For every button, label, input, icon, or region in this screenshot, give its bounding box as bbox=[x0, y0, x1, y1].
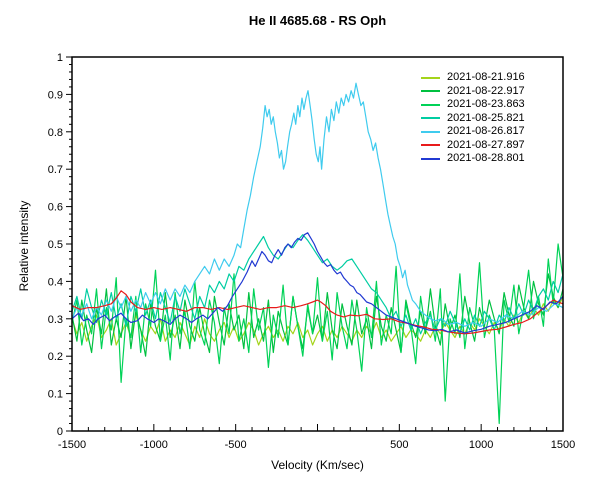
svg-text:-1000: -1000 bbox=[140, 439, 168, 451]
chart-title: He II 4685.68 - RS Oph bbox=[248, 13, 387, 28]
legend-label: 2021-08-26.817 bbox=[447, 125, 525, 138]
svg-text:-500: -500 bbox=[225, 439, 247, 451]
legend-line-swatch bbox=[421, 103, 440, 106]
legend-label: 2021-08-21.916 bbox=[447, 71, 525, 84]
svg-text:0.5: 0.5 bbox=[48, 239, 63, 251]
svg-text:1: 1 bbox=[57, 52, 63, 64]
svg-text:0.3: 0.3 bbox=[48, 314, 63, 326]
legend-line-swatch bbox=[421, 76, 440, 79]
svg-text:0.9: 0.9 bbox=[48, 89, 63, 101]
legend-row: 2021-08-22.917 bbox=[421, 85, 525, 99]
svg-text:0.7: 0.7 bbox=[48, 164, 63, 176]
legend-row: 2021-08-28.801 bbox=[421, 152, 525, 166]
svg-text:1000: 1000 bbox=[469, 439, 493, 451]
svg-text:0.8: 0.8 bbox=[48, 127, 63, 139]
legend-row: 2021-08-27.897 bbox=[421, 139, 525, 153]
svg-text:500: 500 bbox=[390, 439, 408, 451]
legend-row: 2021-08-26.817 bbox=[421, 125, 525, 139]
legend-row: 2021-08-21.916 bbox=[421, 71, 525, 85]
legend-label: 2021-08-23.863 bbox=[447, 98, 525, 111]
legend-row: 2021-08-23.863 bbox=[421, 98, 525, 112]
x-axis-title: Velocity (Km/sec) bbox=[271, 458, 364, 472]
svg-text:0.2: 0.2 bbox=[48, 351, 63, 363]
legend-line-swatch bbox=[421, 144, 440, 147]
svg-text:0.6: 0.6 bbox=[48, 202, 63, 214]
svg-text:-1500: -1500 bbox=[58, 439, 86, 451]
legend: 2021-08-21.916 2021-08-22.917 2021-08-23… bbox=[421, 71, 525, 166]
legend-line-swatch bbox=[421, 130, 440, 133]
legend-label: 2021-08-25.821 bbox=[447, 111, 525, 124]
legend-line-swatch bbox=[421, 117, 440, 120]
legend-label: 2021-08-27.897 bbox=[447, 138, 525, 151]
legend-line-swatch bbox=[421, 90, 440, 93]
legend-label: 2021-08-22.917 bbox=[447, 84, 525, 97]
legend-row: 2021-08-25.821 bbox=[421, 112, 525, 126]
svg-text:0.1: 0.1 bbox=[48, 389, 63, 401]
legend-line-swatch bbox=[421, 157, 440, 160]
svg-text:0.4: 0.4 bbox=[48, 276, 63, 288]
svg-text:0: 0 bbox=[57, 426, 63, 438]
y-axis-title-text: Relative intensity bbox=[17, 200, 31, 292]
legend-label: 2021-08-28.801 bbox=[447, 152, 525, 165]
svg-text:1500: 1500 bbox=[551, 439, 575, 451]
